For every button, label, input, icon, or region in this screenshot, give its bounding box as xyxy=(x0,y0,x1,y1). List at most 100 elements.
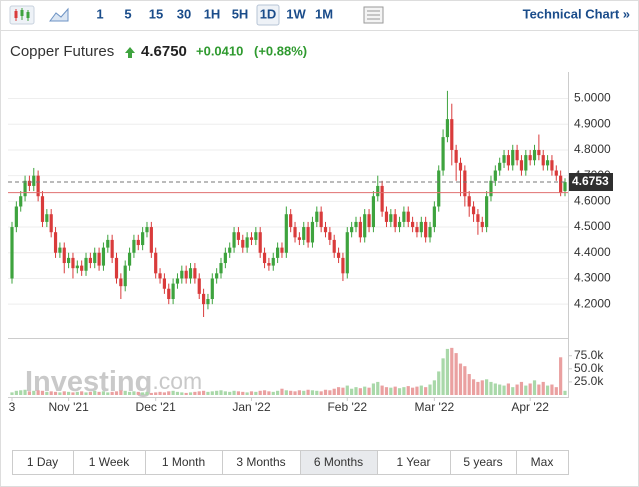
candle-body xyxy=(167,288,171,300)
candle-body xyxy=(532,149,537,161)
volume-bar xyxy=(258,390,262,395)
candle-body xyxy=(502,155,506,163)
interval-button[interactable]: 1M xyxy=(315,6,333,21)
interval-button[interactable]: 5 xyxy=(124,6,131,21)
range-button[interactable] xyxy=(145,450,223,475)
candle-body xyxy=(445,119,450,138)
candle-body xyxy=(215,273,219,279)
interval-button[interactable]: 1H xyxy=(204,6,221,21)
range-button-label[interactable]: 1 Year xyxy=(396,455,430,469)
candle-body xyxy=(384,211,389,222)
candle-body xyxy=(14,206,18,228)
volume-bar xyxy=(215,390,219,395)
x-tick-label: Feb '22 xyxy=(327,400,367,414)
volume-bar xyxy=(550,384,554,395)
volume-bar xyxy=(458,363,463,395)
technical-chart-link[interactable]: Technical Chart » xyxy=(523,6,630,21)
volume-bar xyxy=(241,391,245,395)
range-button[interactable] xyxy=(222,450,301,475)
range-button[interactable] xyxy=(377,450,451,475)
candle-body xyxy=(10,227,14,279)
volume-bar xyxy=(280,388,284,395)
volume-bar xyxy=(354,387,358,395)
candle-body xyxy=(559,175,563,193)
range-button-label[interactable]: Max xyxy=(531,455,554,469)
interval-button[interactable]: 1 xyxy=(96,6,103,21)
candle-body xyxy=(249,237,254,240)
candle-body xyxy=(45,214,49,222)
candle-body xyxy=(524,155,528,171)
candle-body xyxy=(136,239,140,246)
area-icon[interactable] xyxy=(49,7,69,22)
candle-body xyxy=(23,180,27,197)
candle-body xyxy=(323,227,328,233)
volume-bar xyxy=(450,347,454,395)
candle-body xyxy=(498,162,502,171)
volume-bar xyxy=(541,381,545,395)
volume-bar xyxy=(232,390,236,395)
volume-tick-label: 75.0k xyxy=(574,348,604,362)
candle-body xyxy=(437,170,441,207)
volume-bar xyxy=(532,380,537,395)
range-button[interactable] xyxy=(516,450,569,475)
volume-bar xyxy=(249,391,254,395)
volume-bar xyxy=(97,391,101,395)
candle-body xyxy=(284,214,288,253)
candle-body xyxy=(441,137,445,171)
candle-body xyxy=(310,221,315,243)
range-button-label[interactable]: 1 Day xyxy=(27,455,58,469)
candle-body xyxy=(154,252,158,274)
candle-body xyxy=(380,185,384,212)
candle-body xyxy=(245,237,249,248)
range-button[interactable] xyxy=(73,450,146,475)
candle-body xyxy=(97,252,101,266)
range-button-label[interactable]: 1 Month xyxy=(162,455,205,469)
settings-icon[interactable] xyxy=(363,6,384,24)
candle-body xyxy=(506,155,510,166)
candle-icon[interactable] xyxy=(9,5,35,25)
range-button-label[interactable]: 5 years xyxy=(463,455,502,469)
interval-button[interactable]: 1W xyxy=(286,6,306,21)
candle-body xyxy=(515,149,519,161)
y-tick-label: 4.9000 xyxy=(574,116,611,130)
volume-bar xyxy=(267,391,271,395)
volume-bar xyxy=(437,371,441,395)
volume-bar xyxy=(563,390,567,395)
candle-body xyxy=(53,232,58,253)
volume-bar xyxy=(245,392,249,395)
volume-bar xyxy=(236,391,241,395)
volume-bar xyxy=(171,390,175,395)
interval-button[interactable]: 1D xyxy=(260,6,277,21)
candle-body xyxy=(62,247,66,264)
volume-bar xyxy=(49,391,53,395)
volume-bar xyxy=(219,390,223,395)
candle-body xyxy=(80,265,84,271)
volume-bar xyxy=(502,385,506,395)
candle-body xyxy=(123,265,127,287)
candle-body xyxy=(27,180,32,186)
candle-body xyxy=(232,232,236,248)
volume-bar xyxy=(389,387,393,395)
y-tick-label: 4.4000 xyxy=(574,245,611,259)
candle-body xyxy=(367,214,371,228)
candle-body xyxy=(476,214,480,222)
volume-bar xyxy=(289,390,293,395)
range-button-label[interactable]: 3 Months xyxy=(236,455,285,469)
volume-bar xyxy=(323,389,328,395)
interval-button[interactable]: 5H xyxy=(232,6,249,21)
volume-bar xyxy=(10,392,14,395)
volume-bar xyxy=(432,380,436,395)
volume-bar xyxy=(454,353,458,395)
candle-body xyxy=(219,263,223,274)
volume-bar xyxy=(293,391,297,395)
interval-button[interactable]: 15 xyxy=(149,6,163,21)
volume-bar xyxy=(415,386,419,395)
volume-bar xyxy=(406,386,410,395)
interval-button[interactable]: 30 xyxy=(177,6,191,21)
volume-bar xyxy=(136,391,140,395)
volume-bar xyxy=(197,391,201,395)
range-button-label[interactable]: 1 Week xyxy=(89,455,130,469)
candle-body xyxy=(119,278,123,287)
volume-bar xyxy=(184,392,188,395)
range-button-label[interactable]: 6 Months xyxy=(314,455,363,469)
